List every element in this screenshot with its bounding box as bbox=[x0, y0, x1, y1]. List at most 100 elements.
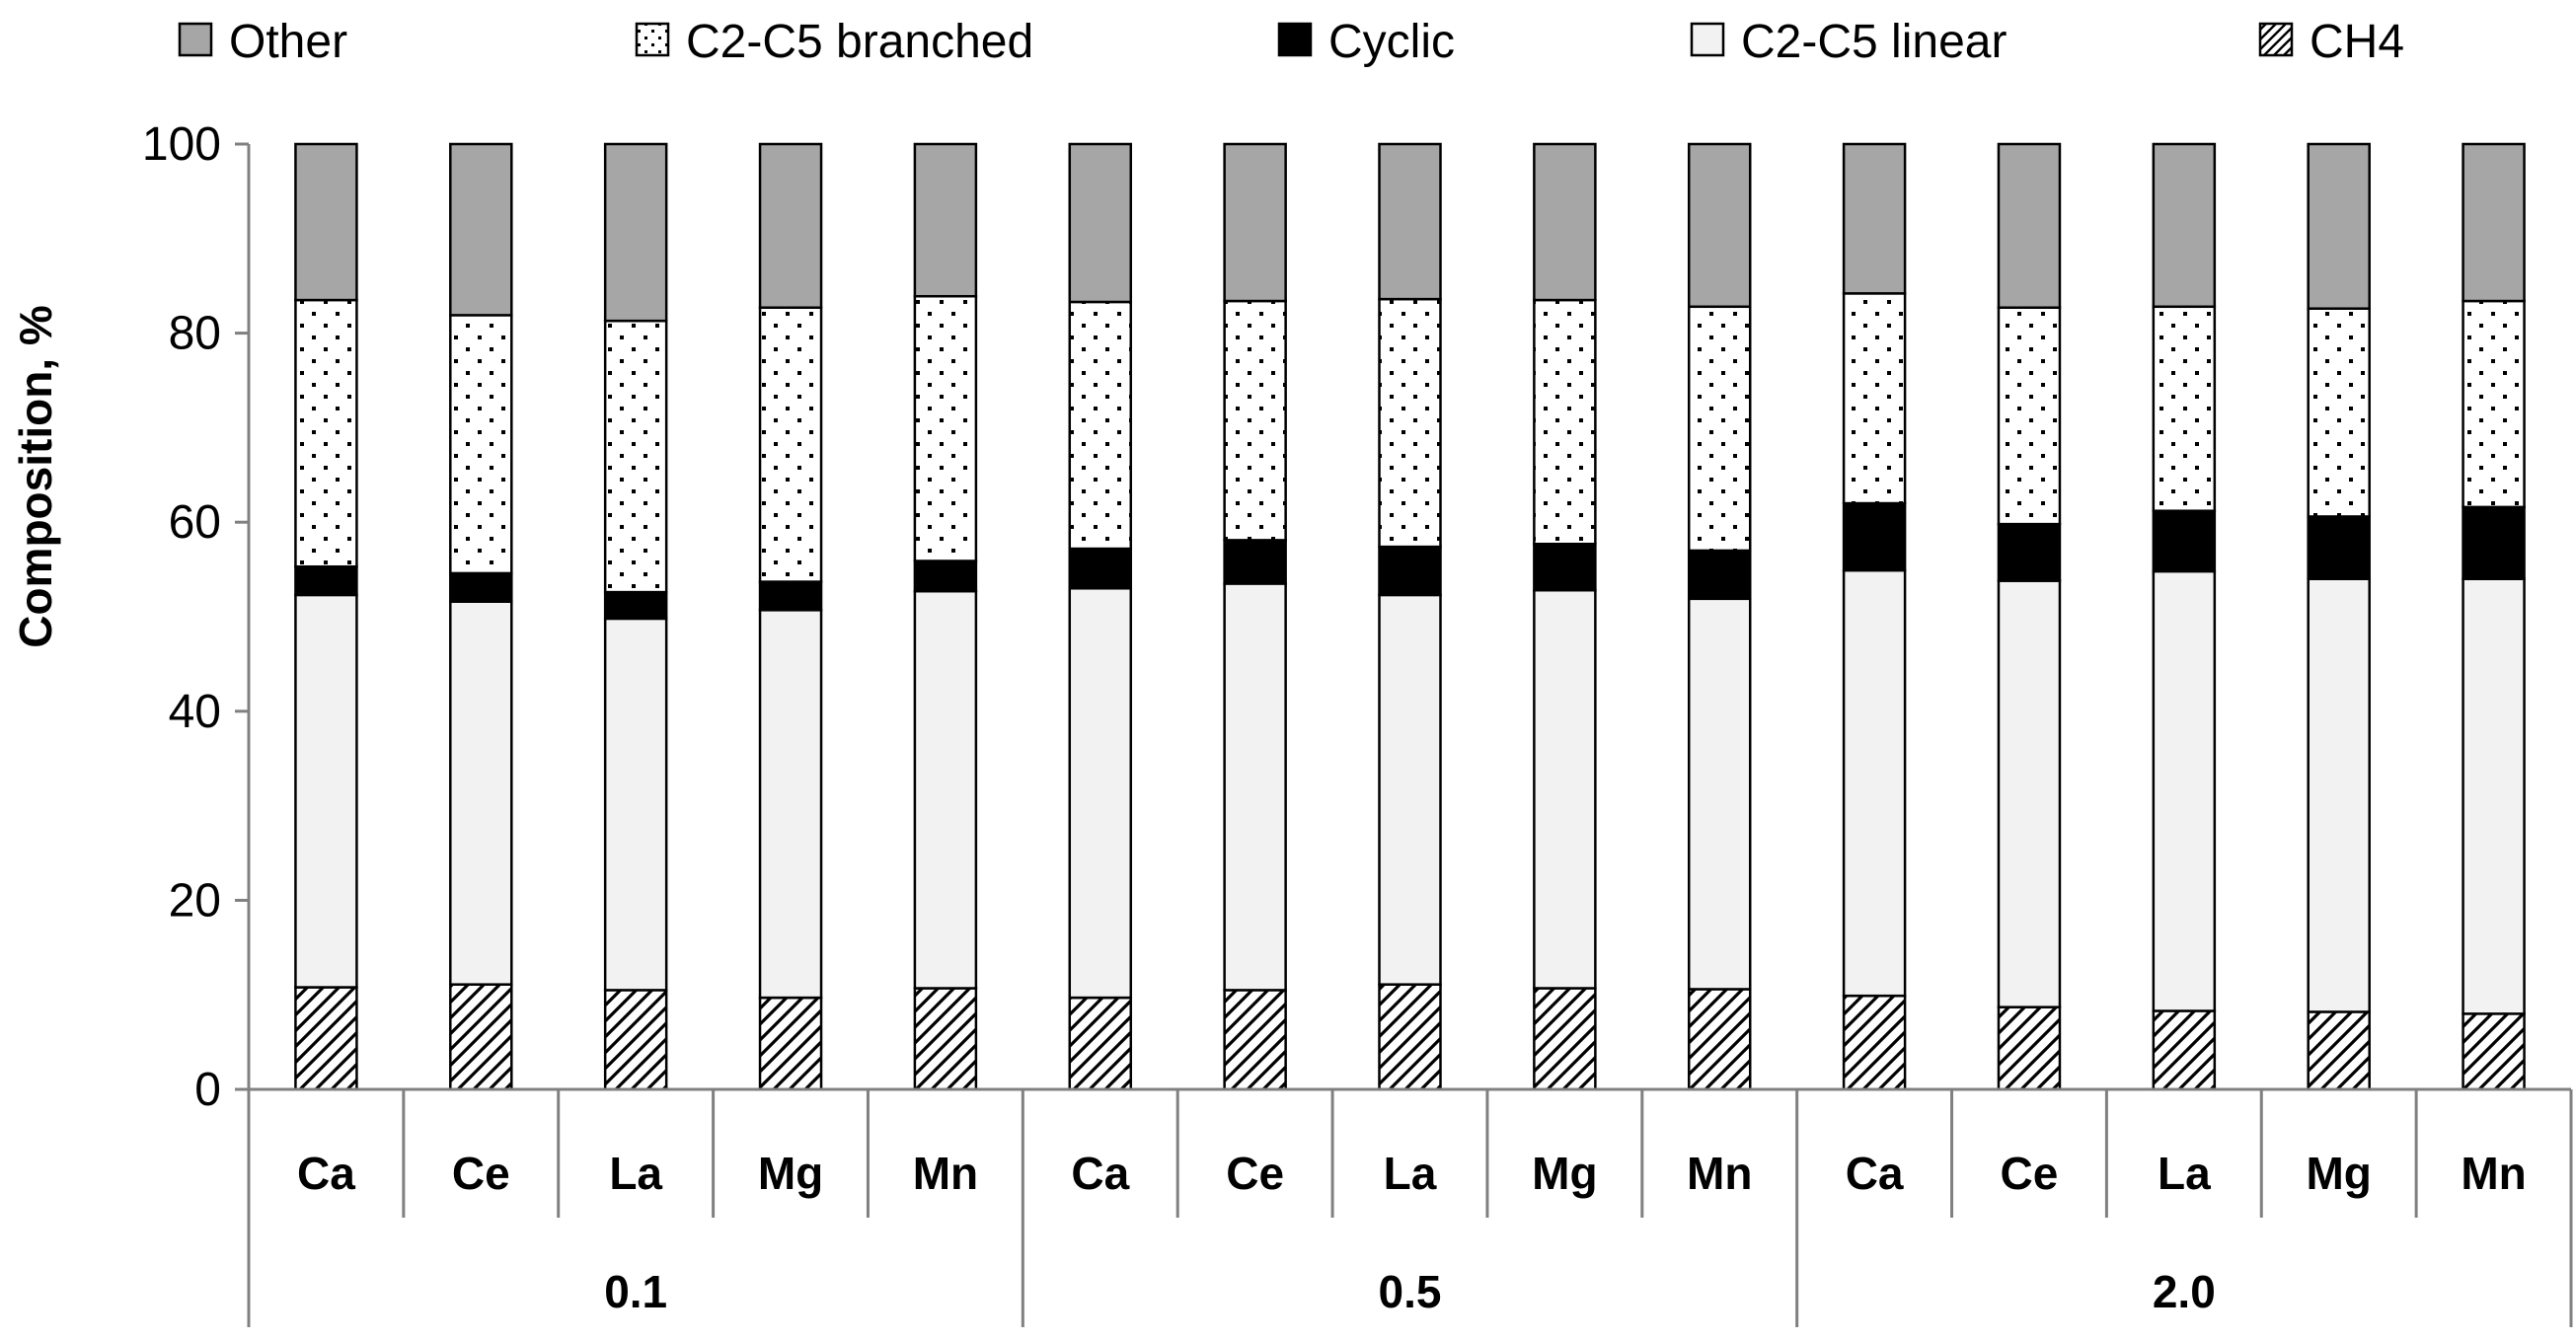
bar-segment-ch4 bbox=[603, 989, 668, 1091]
legend-item-cyclic: Cyclic bbox=[1277, 16, 1455, 68]
legend-item-other: Other bbox=[178, 16, 347, 68]
category-label: Ce bbox=[1226, 1148, 1284, 1199]
bar-segment-c2-c5-branched bbox=[2307, 307, 2371, 518]
bar-segment-ch4 bbox=[294, 986, 358, 1091]
group-label: 0.1 bbox=[604, 1266, 667, 1317]
bar-segment-c2-c5-branched bbox=[2462, 299, 2526, 509]
bar-segment-other bbox=[1068, 142, 1133, 304]
legend-label: CH4 bbox=[2310, 16, 2404, 68]
category-label: Mg bbox=[1532, 1148, 1597, 1199]
group-label: 0.5 bbox=[1379, 1266, 1442, 1317]
bar-segment-c2-c5-branched bbox=[2152, 305, 2217, 512]
bar-segment-other bbox=[1997, 142, 2062, 309]
bar-segment-other bbox=[1842, 142, 1907, 295]
y-tick-label: 0 bbox=[194, 1064, 221, 1116]
bar-stack bbox=[2462, 142, 2526, 1091]
bar-segment-cyclic bbox=[603, 590, 668, 621]
bar-segment-other bbox=[449, 142, 513, 317]
category-label: Ce bbox=[452, 1148, 510, 1199]
bar-segment-cyclic bbox=[1687, 549, 1752, 601]
bar-segment-c2-c5-branched bbox=[1533, 298, 1597, 546]
bar-segment-other bbox=[758, 142, 823, 309]
y-tick-label: 80 bbox=[169, 308, 221, 360]
legend-swatch bbox=[1277, 22, 1313, 57]
bar-segment-c2-c5-linear bbox=[1223, 582, 1287, 992]
bar-segment-ch4 bbox=[1842, 994, 1907, 1091]
legend: Other C2-C5 branched Cyclic C2-C5 linear CH4 bbox=[178, 16, 2404, 68]
bar-stack bbox=[2307, 142, 2371, 1091]
y-tick-label: 20 bbox=[169, 874, 221, 927]
bar-segment-ch4 bbox=[2462, 1012, 2526, 1091]
bar-segment-cyclic bbox=[2307, 515, 2371, 580]
legend-label: Cyclic bbox=[1328, 16, 1455, 68]
bar-segment-other bbox=[1533, 142, 1597, 302]
category-label: Ca bbox=[1846, 1148, 1904, 1199]
bar-segment-c2-c5-branched bbox=[1223, 299, 1287, 542]
y-tick-label: 40 bbox=[169, 686, 221, 738]
bar-segment-c2-c5-linear bbox=[603, 617, 668, 992]
bar-segment-ch4 bbox=[1223, 989, 1287, 1091]
bar-segment-ch4 bbox=[1687, 988, 1752, 1091]
category-label: Mn bbox=[2461, 1148, 2526, 1199]
legend-item-c2-c5-branched: C2-C5 branched bbox=[635, 16, 1033, 68]
bar-segment-other bbox=[913, 142, 978, 298]
bar-segment-ch4 bbox=[449, 983, 513, 1091]
bar-segment-c2-c5-linear bbox=[294, 593, 358, 989]
legend-swatch bbox=[635, 22, 670, 57]
legend-swatch bbox=[178, 22, 213, 57]
y-tick-label: 60 bbox=[169, 496, 221, 549]
bar-stack bbox=[758, 142, 823, 1091]
y-axis-title: Composition, % bbox=[10, 305, 61, 648]
bar-segment-c2-c5-linear bbox=[913, 589, 978, 990]
bar-segment-ch4 bbox=[1997, 1006, 2062, 1091]
bar-segment-ch4 bbox=[2152, 1009, 2217, 1091]
legend-swatch bbox=[1690, 22, 1725, 57]
bar-segment-cyclic bbox=[449, 571, 513, 603]
legend-item-c2-c5-linear: C2-C5 linear bbox=[1690, 16, 2007, 68]
bar-stack bbox=[1533, 142, 1597, 1091]
bar-stack bbox=[1687, 142, 1752, 1091]
bar-segment-other bbox=[1223, 142, 1287, 303]
axes bbox=[247, 144, 2573, 1327]
bar-segment-ch4 bbox=[758, 996, 823, 1091]
bar-segment-cyclic bbox=[1378, 545, 1442, 597]
category-label: Mn bbox=[1687, 1148, 1752, 1199]
group-labels: 0.1 0.5 2.0 bbox=[604, 1266, 2216, 1317]
bar-segment-cyclic bbox=[294, 564, 358, 597]
legend-label: C2-C5 branched bbox=[686, 16, 1033, 68]
bar-stack bbox=[1068, 142, 1133, 1091]
bar-segment-c2-c5-linear bbox=[1687, 597, 1752, 991]
bar-segment-c2-c5-branched bbox=[1687, 305, 1752, 553]
bar-segment-ch4 bbox=[913, 987, 978, 1091]
bar-segment-cyclic bbox=[758, 580, 823, 612]
bar-segment-other bbox=[294, 142, 358, 302]
bar-stack bbox=[913, 142, 978, 1091]
category-labels: Ca Ce La Mg Mn Ca Ce La Mg Mn Ca Ce La Mg Mn bbox=[297, 1148, 2527, 1199]
bar-segment-cyclic bbox=[1223, 539, 1287, 585]
bar-segment-other bbox=[2307, 142, 2371, 310]
group-label: 2.0 bbox=[2153, 1266, 2216, 1317]
bar-segment-cyclic bbox=[913, 559, 978, 593]
category-label: La bbox=[609, 1148, 662, 1199]
bar-segment-cyclic bbox=[1533, 542, 1597, 592]
bar-segment-ch4 bbox=[1378, 983, 1442, 1091]
bar-stack bbox=[2152, 142, 2217, 1091]
bar-stack bbox=[603, 142, 668, 1091]
bar-segment-other bbox=[1687, 142, 1752, 309]
bar-segment-c2-c5-branched bbox=[449, 314, 513, 575]
category-label: Ca bbox=[297, 1148, 355, 1199]
y-axis-ticks: 0 20 40 60 80 100 bbox=[142, 118, 249, 1116]
bar-segment-c2-c5-linear bbox=[1533, 588, 1597, 990]
bars bbox=[294, 142, 2526, 1091]
category-label: Ca bbox=[1071, 1148, 1129, 1199]
bar-segment-c2-c5-linear bbox=[2152, 569, 2217, 1012]
bar-segment-cyclic bbox=[2152, 509, 2217, 573]
bar-segment-ch4 bbox=[2307, 1010, 2371, 1091]
bar-segment-cyclic bbox=[1068, 547, 1133, 590]
bar-segment-other bbox=[2152, 142, 2217, 309]
bar-segment-c2-c5-linear bbox=[758, 609, 823, 1000]
bar-stack bbox=[1997, 142, 2062, 1091]
legend-swatch bbox=[2258, 22, 2294, 57]
bar-segment-c2-c5-branched bbox=[758, 306, 823, 583]
